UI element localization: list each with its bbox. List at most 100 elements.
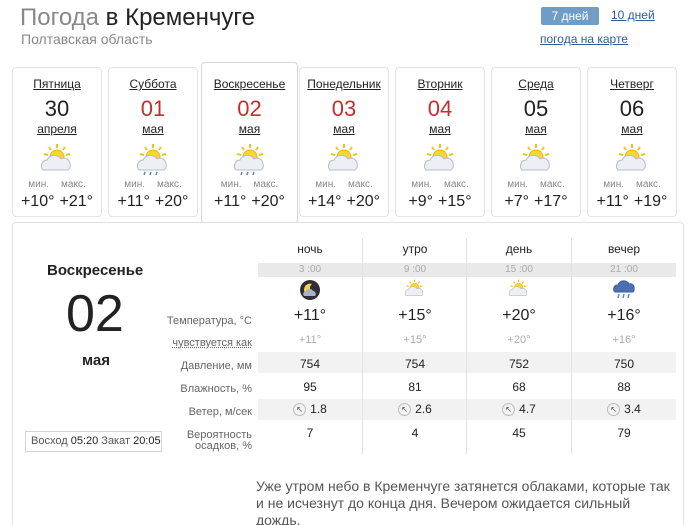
ten-days-link[interactable]: 10 дней <box>611 8 655 22</box>
period-name: ночь <box>258 242 362 256</box>
period-wind: ↖ 1.8 <box>258 402 362 416</box>
day-card[interactable]: Суббота 01 мая мин. макс. +11° +20° <box>108 67 198 217</box>
wind-direction-icon: ↖ <box>502 403 515 416</box>
sun-cloud-icon <box>363 279 467 301</box>
period-humidity: 81 <box>363 380 467 394</box>
wind-direction-icon: ↖ <box>398 403 411 416</box>
min-label: мин. <box>315 179 336 191</box>
sun-cloud-icon <box>13 139 101 179</box>
period-temp: +16° <box>572 307 676 325</box>
wind-speed: 3.4 <box>624 402 641 416</box>
max-temp: +19° <box>634 193 668 211</box>
sunset-time: 20:05 <box>133 435 161 447</box>
min-temp: +10° <box>21 193 55 211</box>
sunrise-label: Восход <box>31 435 68 447</box>
sunset-label: Закат <box>101 435 130 447</box>
period-name: утро <box>363 242 467 256</box>
day-card[interactable]: Воскресенье 02 мая мин. макс. +11° +20° <box>201 62 298 224</box>
max-temp: +21° <box>60 193 94 211</box>
period-name: вечер <box>572 242 676 256</box>
max-label: макс. <box>254 179 279 191</box>
day-card-weekday[interactable]: Четверг <box>588 77 676 92</box>
day-card-month[interactable]: апреля <box>13 122 101 136</box>
wind-direction-icon: ↖ <box>607 403 620 416</box>
sun-cloud-rain-icon <box>109 139 197 179</box>
day-card-date: 06 <box>588 97 676 121</box>
period-temp: +11° <box>258 307 362 325</box>
min-temp: +7° <box>504 193 529 211</box>
feels-row-label[interactable]: чувствуется как <box>172 337 252 349</box>
period-precip: 79 <box>572 426 676 440</box>
day-card-weekday[interactable]: Понедельник <box>300 77 388 92</box>
sun-cloud-icon <box>588 139 676 179</box>
day-card-weekday[interactable]: Воскресенье <box>202 77 297 92</box>
period-time: 15 :00 <box>467 263 571 277</box>
day-card[interactable]: Пятница 30 апреля мин. макс. +10° +21° <box>12 67 102 217</box>
wind-speed: 4.7 <box>519 402 536 416</box>
day-card-weekday[interactable]: Суббота <box>109 77 197 92</box>
region-label: Полтавская область <box>21 31 153 47</box>
day-card-date: 04 <box>396 97 484 121</box>
day-card[interactable]: Понедельник 03 мая мин. макс. +14° +20° <box>299 67 389 217</box>
max-label: макс. <box>61 179 86 191</box>
day-card-date: 01 <box>109 97 197 121</box>
sunrise-time: 05:20 <box>71 435 99 447</box>
page-title: Погода в Кременчуге <box>20 4 255 32</box>
period-time: 21 :00 <box>572 263 676 277</box>
sun-times: Восход 05:20 Закат 20:05 <box>25 431 162 452</box>
day-card-date: 03 <box>300 97 388 121</box>
day-card-month[interactable]: мая <box>109 122 197 136</box>
min-label: мин. <box>28 179 49 191</box>
day-card-weekday[interactable]: Среда <box>492 77 580 92</box>
humidity-row-label: Влажность, % <box>180 383 252 395</box>
wind-row-label: Ветер, м/сек <box>189 406 252 418</box>
sun-cloud-icon <box>467 279 571 301</box>
day-card[interactable]: Среда 05 мая мин. макс. +7° +17° <box>491 67 581 217</box>
day-card-month[interactable]: мая <box>588 122 676 136</box>
detail-weekday: Воскресенье <box>47 262 143 279</box>
wind-speed: 2.6 <box>415 402 432 416</box>
day-card-date: 05 <box>492 97 580 121</box>
max-label: макс. <box>636 179 661 191</box>
period-feels: +16° <box>572 334 676 346</box>
min-label: мин. <box>507 179 528 191</box>
day-card-month[interactable]: мая <box>492 122 580 136</box>
min-label: мин. <box>124 179 145 191</box>
period-time: 9 :00 <box>363 263 467 277</box>
wind-direction-icon: ↖ <box>293 403 306 416</box>
max-temp: +20° <box>347 193 381 211</box>
title-prefix: Погода <box>20 4 99 31</box>
day-card-weekday[interactable]: Вторник <box>396 77 484 92</box>
period-temp: +20° <box>467 307 571 325</box>
max-temp: +20° <box>251 193 285 211</box>
period-pressure: 754 <box>258 357 362 371</box>
sun-cloud-icon <box>492 139 580 179</box>
day-card-month[interactable]: мая <box>300 122 388 136</box>
period-precip: 7 <box>258 426 362 440</box>
day-card-month[interactable]: мая <box>202 122 297 136</box>
min-temp: +11° <box>118 193 150 211</box>
detail-month: мая <box>82 352 110 369</box>
pressure-row-label: Давление, мм <box>181 360 252 372</box>
day-card-weekday[interactable]: Пятница <box>13 77 101 92</box>
map-link[interactable]: погода на карте <box>540 32 628 46</box>
max-label: макс. <box>540 179 565 191</box>
day-card-date: 02 <box>202 97 297 121</box>
period-wind: ↖ 3.4 <box>572 402 676 416</box>
detail-day-number: 02 <box>66 284 124 344</box>
max-temp: +15° <box>438 193 472 211</box>
day-card[interactable]: Четверг 06 мая мин. макс. +11° +19° <box>587 67 677 217</box>
max-label: макс. <box>444 179 469 191</box>
sun-cloud-rain-icon <box>202 139 297 179</box>
min-temp: +9° <box>408 193 433 211</box>
min-label: мин. <box>603 179 624 191</box>
min-temp: +11° <box>597 193 629 211</box>
period-name: день <box>467 242 571 256</box>
seven-days-button[interactable]: 7 дней <box>541 7 599 25</box>
period-feels: +15° <box>363 334 467 346</box>
cloud-rain-icon <box>572 279 676 301</box>
period-pressure: 750 <box>572 357 676 371</box>
day-card-month[interactable]: мая <box>396 122 484 136</box>
period-wind: ↖ 4.7 <box>467 402 571 416</box>
day-card[interactable]: Вторник 04 мая мин. макс. +9° +15° <box>395 67 485 217</box>
